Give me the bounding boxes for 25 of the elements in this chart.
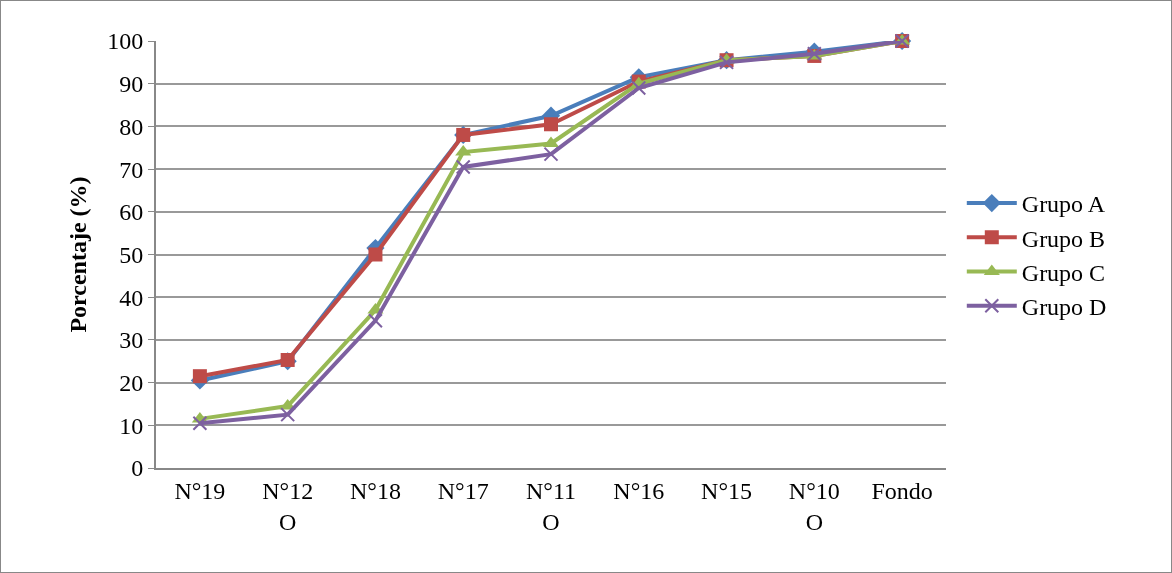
x-tick-label: N°19 bbox=[174, 477, 226, 504]
y-tick-label: 60 bbox=[119, 199, 144, 226]
y-tick-label: 20 bbox=[119, 370, 144, 396]
y-tick-label: 50 bbox=[119, 241, 144, 268]
y-axis-title: Porcentaje (%) bbox=[64, 176, 91, 333]
y-tick-label: 40 bbox=[119, 284, 144, 311]
legend-label: Grupo D bbox=[1021, 294, 1107, 321]
y-tick-label: 100 bbox=[107, 28, 144, 55]
y-tick-label: 90 bbox=[119, 71, 144, 98]
x-tick-label: N°17 bbox=[437, 477, 489, 504]
x-tick-label: N°16 bbox=[613, 477, 665, 504]
x-tick-label: N°15 bbox=[701, 477, 753, 504]
legend-label: Grupo A bbox=[1021, 191, 1106, 218]
legend-label: Grupo B bbox=[1021, 225, 1106, 252]
y-tick-label: 0 bbox=[131, 455, 144, 482]
legend-label: Grupo C bbox=[1021, 259, 1106, 286]
x-tick-label: Fondo bbox=[871, 477, 933, 504]
y-tick-label: 30 bbox=[119, 327, 144, 354]
x-tick-label: N°11O bbox=[525, 477, 577, 535]
x-tick-label: N°10O bbox=[788, 477, 840, 535]
y-tick-label: 80 bbox=[119, 113, 144, 140]
x-tick-label: N°12O bbox=[262, 477, 314, 535]
y-tick-label: 70 bbox=[119, 156, 144, 183]
y-tick-label: 10 bbox=[119, 412, 144, 439]
x-tick-label: N°18 bbox=[349, 477, 401, 504]
